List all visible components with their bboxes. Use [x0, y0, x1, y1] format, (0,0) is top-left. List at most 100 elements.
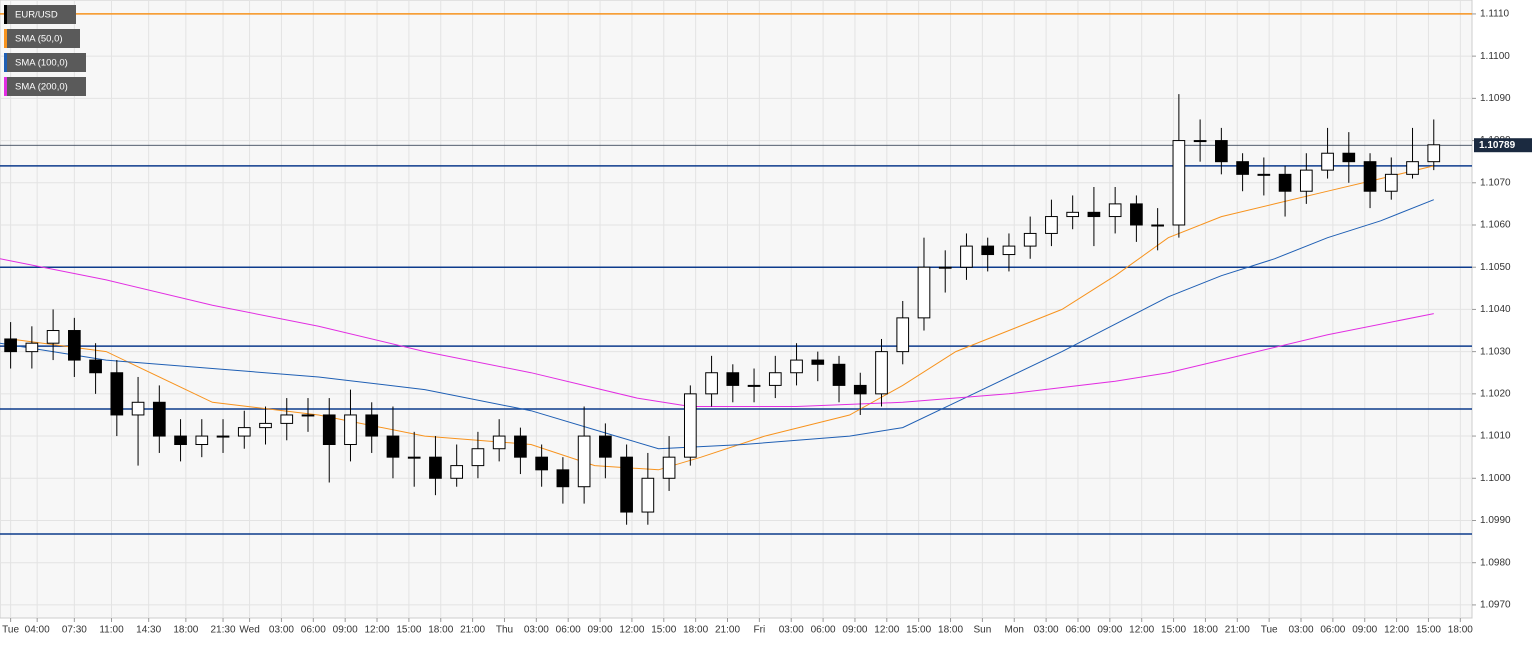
candle-body	[1363, 161, 1377, 192]
x-tick-label: Tue	[1261, 625, 1278, 636]
candle-body	[301, 414, 315, 417]
x-tick-label: 18:00	[1448, 625, 1473, 636]
x-tick-label: 07:30	[62, 625, 87, 636]
candle-body	[237, 427, 251, 437]
y-tick-label: 1.1010	[1480, 431, 1511, 442]
x-tick-label: 03:00	[524, 625, 549, 636]
x-tick-label: 06:00	[811, 625, 836, 636]
legend-swatch	[4, 53, 7, 72]
x-tick-label: 09:00	[333, 625, 358, 636]
candle-body	[875, 351, 888, 395]
candle-body	[1384, 173, 1398, 192]
candle-body	[535, 456, 548, 471]
candle-body	[110, 372, 124, 416]
candle-body	[1045, 216, 1058, 234]
candle-body	[344, 414, 357, 446]
candle-body	[280, 414, 294, 424]
y-tick-label: 1.1070	[1480, 177, 1511, 188]
candle-body	[429, 456, 442, 479]
legend-swatch	[4, 5, 7, 24]
last-price-label: 1.10789	[1479, 140, 1516, 151]
candle-body	[1321, 152, 1334, 171]
x-tick-label: 15:00	[651, 625, 676, 636]
candle-body	[960, 245, 973, 268]
legend: EUR/USD SMA (50,0) SMA (100,0) SMA (200,0)	[4, 5, 86, 96]
x-tick-label: 12:00	[874, 625, 899, 636]
x-tick-label: Thu	[496, 625, 513, 636]
y-tick-label: 1.1040	[1480, 304, 1511, 315]
candle-body	[259, 422, 272, 429]
x-tick-label: 12:00	[1129, 625, 1154, 636]
x-tick-label: 09:00	[1352, 625, 1377, 636]
candle-body	[853, 384, 867, 395]
x-tick-label: Sun	[973, 625, 991, 636]
candle-body	[322, 414, 336, 446]
x-tick-label: 14:30	[136, 625, 161, 636]
y-tick-label: 1.1090	[1480, 93, 1511, 104]
candle-body	[620, 456, 633, 513]
legend-box	[4, 77, 86, 96]
candle-body	[131, 401, 145, 416]
x-tick-label: 03:00	[269, 625, 294, 636]
x-tick-label: 12:00	[365, 625, 390, 636]
candle-body	[407, 456, 421, 459]
candle-body	[1066, 211, 1080, 218]
legend-label: SMA (100,0)	[15, 58, 68, 69]
candle-body	[577, 435, 591, 488]
candle-body	[1342, 152, 1356, 163]
candle-body	[492, 435, 506, 450]
x-tick-label: 06:00	[556, 625, 581, 636]
candle-body	[1278, 173, 1292, 192]
x-tick-label: Tue	[2, 625, 19, 636]
x-tick-label: 06:00	[301, 625, 326, 636]
candle-body	[1406, 161, 1419, 175]
x-tick-label: Wed	[239, 625, 259, 636]
x-tick-label: 06:00	[1320, 625, 1345, 636]
x-tick-label: 21:00	[1225, 625, 1250, 636]
x-tick-label: Mon	[1005, 625, 1024, 636]
x-tick-label: 09:00	[1097, 625, 1122, 636]
x-tick-label: Fri	[754, 625, 766, 636]
x-tick-label: 21:00	[460, 625, 485, 636]
x-tick-label: 04:00	[25, 625, 50, 636]
x-tick-label: 18:00	[1193, 625, 1218, 636]
legend-label: SMA (50,0)	[15, 34, 63, 45]
x-tick-label: 09:00	[842, 625, 867, 636]
marks	[0, 13, 1472, 535]
candle-body	[1023, 232, 1037, 247]
candle-body	[1002, 245, 1016, 256]
candle-body	[4, 338, 17, 353]
candle-body	[1130, 203, 1143, 226]
legend-label: SMA (200,0)	[15, 82, 68, 93]
last-price-tag	[1474, 138, 1532, 153]
x-tick-label: 21:30	[211, 625, 236, 636]
y-tick-label: 1.1110	[1480, 9, 1510, 20]
x-tick-label: 15:00	[906, 625, 931, 636]
candle-body	[450, 465, 464, 479]
legend-swatch	[4, 77, 7, 96]
y-tick-label: 1.0980	[1480, 557, 1511, 568]
x-tick-label: 18:00	[938, 625, 963, 636]
x-tick-label: 12:00	[1384, 625, 1409, 636]
legend-label: EUR/USD	[15, 10, 58, 21]
y-tick-label: 1.1050	[1480, 262, 1511, 273]
x-tick-label: 15:00	[1416, 625, 1441, 636]
sma-line	[0, 258, 1434, 407]
y-tick-label: 1.1020	[1480, 388, 1511, 399]
y-tick-label: 1.1030	[1480, 346, 1511, 357]
x-tick-label: 18:00	[683, 625, 708, 636]
x-tick-label: 15:00	[396, 625, 421, 636]
candle-body	[1215, 140, 1228, 163]
x-tick-label: 18:00	[428, 625, 453, 636]
candle-body	[1108, 203, 1122, 218]
candle-body	[981, 245, 995, 256]
legend-swatch	[4, 29, 7, 48]
candle-body	[599, 435, 612, 458]
candle-body	[89, 359, 102, 374]
candle-body	[811, 359, 825, 365]
candle-body	[662, 456, 676, 479]
candle-body	[747, 384, 761, 387]
x-tick-label: 03:00	[1288, 625, 1313, 636]
candle-body	[1236, 161, 1249, 175]
y-tick-label: 1.0990	[1480, 515, 1511, 526]
